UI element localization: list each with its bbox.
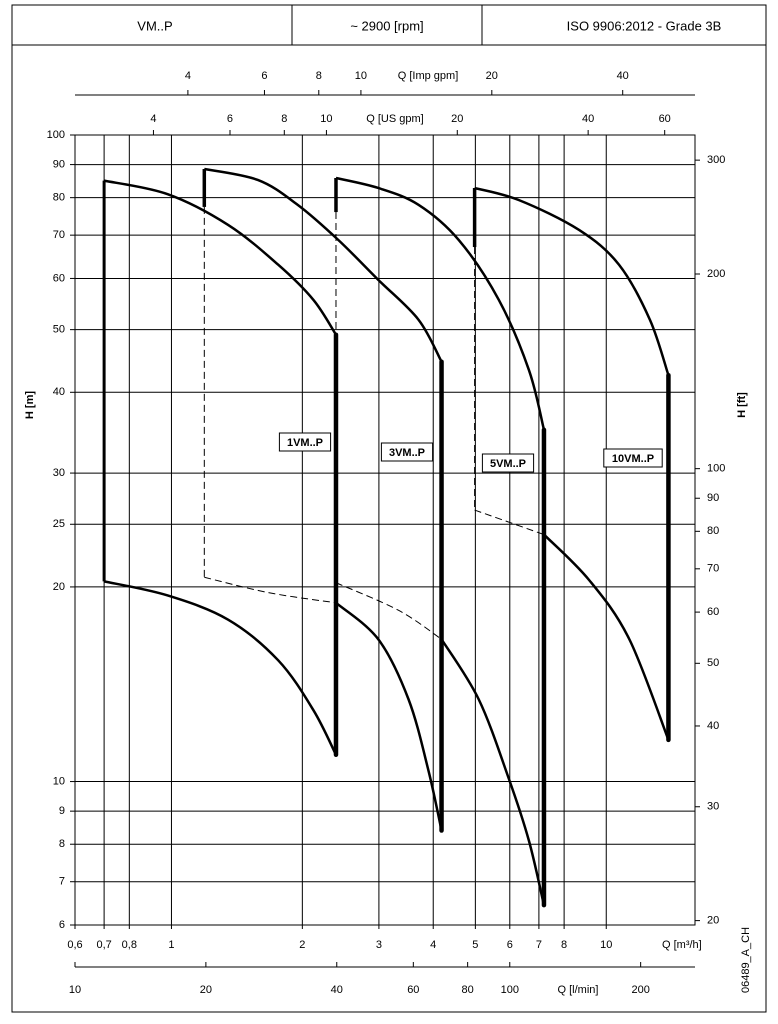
- x2-tick-label: 60: [407, 984, 419, 996]
- curve-label: 5VM..P: [490, 458, 526, 470]
- curve-upper: [103, 179, 338, 336]
- x-tick-label: 1: [168, 939, 174, 951]
- x2-tick-label: 100: [501, 984, 519, 996]
- x2-tick-label: 10: [69, 984, 81, 996]
- y-tick-label: 90: [53, 158, 65, 170]
- y-tick-label: 9: [59, 805, 65, 817]
- header-cell: ~ 2900 [rpm]: [350, 18, 423, 33]
- curve-label-box: [380, 442, 434, 462]
- curve-label: 3VM..P: [389, 447, 425, 459]
- y-tick-label: 80: [53, 192, 65, 204]
- y-tick-label: 60: [53, 272, 65, 284]
- x2-tick-label: 40: [582, 113, 594, 125]
- x2-tick-label: 10: [320, 113, 332, 125]
- header-cell: ISO 9906:2012 - Grade 3B: [567, 18, 722, 33]
- x-tick-label: 8: [561, 939, 567, 951]
- y2-tick-label: 90: [707, 492, 719, 504]
- y2-tick-label: 80: [707, 525, 719, 537]
- y-tick-label: 100: [47, 129, 65, 141]
- x-tick-label: 5: [472, 939, 478, 951]
- header-cell: VM..P: [137, 18, 172, 33]
- x2-tick-label: 8: [316, 70, 322, 82]
- y-tick-label: 8: [59, 838, 65, 850]
- x-tick-label: 10: [600, 939, 612, 951]
- y2-tick-label: 300: [707, 154, 725, 166]
- y-tick-label: 70: [53, 229, 65, 241]
- y-tick-label: 10: [53, 775, 65, 787]
- y-tick-label: 25: [53, 518, 65, 530]
- x2-tick-label: 20: [451, 113, 463, 125]
- x-tick-label: 0,7: [96, 939, 111, 951]
- figure-code: 06489_A_CH: [740, 927, 752, 993]
- x2-tick-label: 40: [331, 984, 343, 996]
- curve-lower: [543, 533, 670, 741]
- curve-lower: [335, 601, 443, 831]
- y2-axis-label: H [ft]: [736, 392, 748, 418]
- y2-tick-label: 200: [707, 268, 725, 280]
- x2-tick-label: 80: [462, 984, 474, 996]
- x-axis-label: Q [m³/h]: [662, 939, 702, 951]
- y-tick-label: 20: [53, 581, 65, 593]
- x-tick-label: 2: [299, 939, 305, 951]
- x2-tick-label: 6: [227, 113, 233, 125]
- y2-tick-label: 30: [707, 801, 719, 813]
- x2-tick-label: 10: [355, 70, 367, 82]
- y-tick-label: 50: [53, 324, 65, 336]
- x2-axis-label: Q [Imp gpm]: [398, 70, 459, 82]
- curve-label-box: [481, 453, 535, 473]
- y2-tick-label: 70: [707, 563, 719, 575]
- y2-tick-label: 100: [707, 463, 725, 475]
- y2-tick-label: 50: [707, 657, 719, 669]
- y-tick-label: 30: [53, 467, 65, 479]
- curve-upper: [204, 167, 443, 363]
- x2-tick-label: 6: [261, 70, 267, 82]
- x-tick-label: 7: [536, 939, 542, 951]
- x-tick-label: 4: [430, 939, 436, 951]
- y-axis-label: H [m]: [24, 391, 36, 419]
- frame: [11, 4, 767, 1013]
- curve-label: 10VM..P: [612, 453, 654, 465]
- x2-tick-label: 40: [617, 70, 629, 82]
- y-tick-label: 7: [59, 876, 65, 888]
- x2-tick-label: 20: [486, 70, 498, 82]
- curve-upper: [335, 176, 546, 431]
- plot-frame: [74, 134, 696, 926]
- y2-tick-label: 60: [707, 606, 719, 618]
- y2-tick-label: 40: [707, 720, 719, 732]
- curve-label-box: [278, 432, 332, 452]
- x2-tick-label: 20: [200, 984, 212, 996]
- curve-label: 1VM..P: [287, 437, 323, 449]
- x2-tick-label: 4: [150, 113, 156, 125]
- curve-lower: [440, 638, 546, 906]
- curve-lower-dashed: [335, 582, 442, 640]
- curve-lower-dashed: [204, 576, 337, 604]
- x-tick-label: 0,6: [67, 939, 82, 951]
- curve-label-box: [603, 448, 663, 468]
- curve-lower-dashed: [474, 509, 545, 536]
- x2-axis-label: Q [US gpm]: [366, 113, 423, 125]
- y2-tick-label: 20: [707, 915, 719, 927]
- x-tick-label: 6: [507, 939, 513, 951]
- x2-tick-label: 8: [281, 113, 287, 125]
- x2-axis-label: Q [l/min]: [558, 984, 599, 996]
- x2-tick-label: 200: [631, 984, 649, 996]
- y-tick-label: 6: [59, 919, 65, 931]
- x-tick-label: 0,8: [122, 939, 137, 951]
- curve-upper: [474, 186, 670, 376]
- x2-tick-label: 60: [659, 113, 671, 125]
- x2-tick-label: 4: [185, 70, 191, 82]
- curve-lower: [103, 580, 338, 756]
- y-tick-label: 40: [53, 386, 65, 398]
- x-tick-label: 3: [376, 939, 382, 951]
